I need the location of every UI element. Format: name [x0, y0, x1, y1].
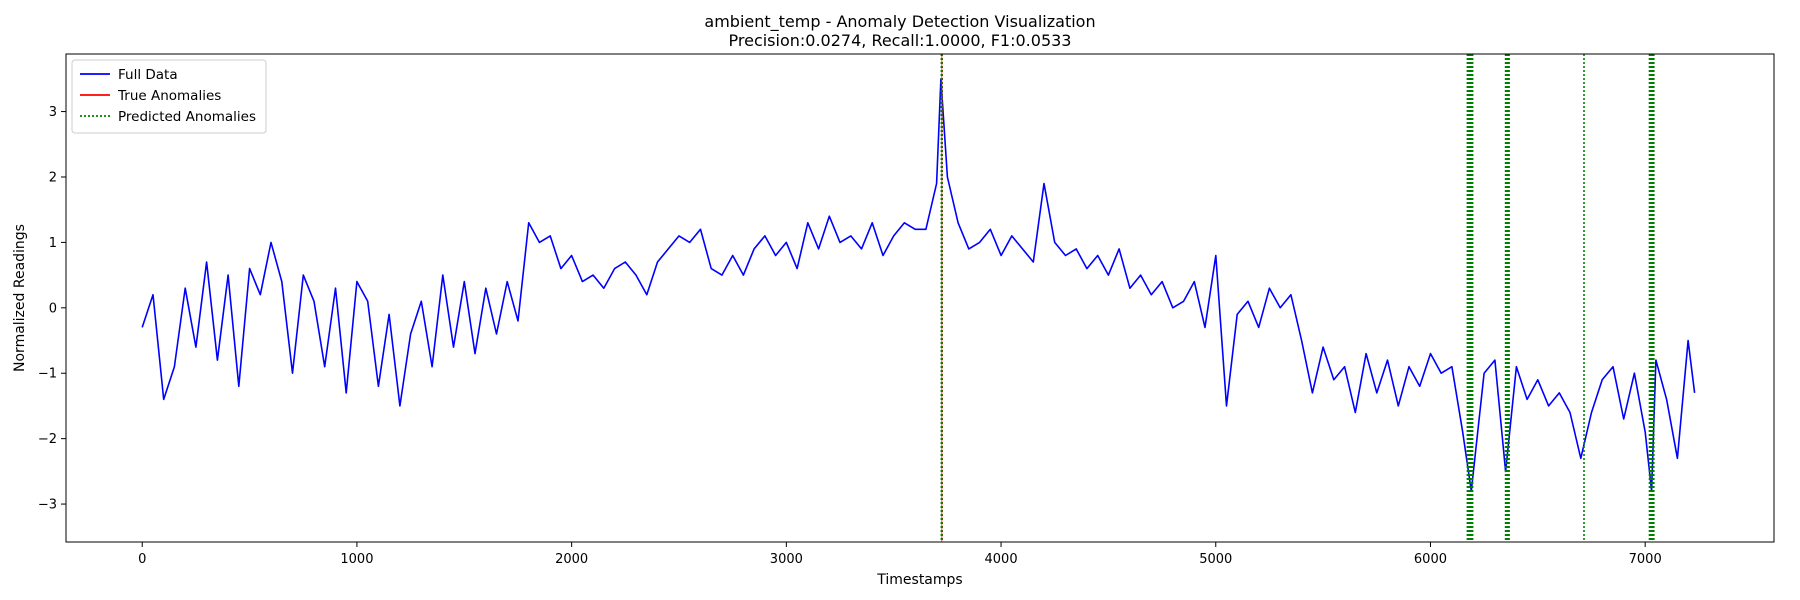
- y-tick-label-2: −1: [38, 367, 57, 382]
- legend-label-2: Predicted Anomalies: [118, 109, 256, 125]
- x-tick-label-3: 3000: [770, 552, 803, 567]
- y-axis: −3 −2 −1 0 1 2 3: [38, 105, 66, 513]
- y-axis-label: Normalized Readings: [12, 224, 28, 372]
- x-tick-label-1: 1000: [340, 552, 373, 567]
- x-tick-label-0: 0: [138, 552, 146, 567]
- x-tick-label-5: 5000: [1199, 552, 1232, 567]
- legend-label-1: True Anomalies: [117, 88, 221, 104]
- chart-title: ambient_temp - Anomaly Detection Visuali…: [704, 12, 1096, 31]
- y-tick-label-6: 3: [49, 105, 57, 120]
- legend-label-0: Full Data: [118, 67, 178, 83]
- x-tick-label-2: 2000: [555, 552, 588, 567]
- y-tick-label-4: 1: [49, 236, 57, 251]
- x-tick-label-6: 6000: [1414, 552, 1447, 567]
- y-tick-label-1: −2: [38, 432, 57, 447]
- x-tick-label-7: 7000: [1629, 552, 1662, 567]
- legend-box: [71, 59, 267, 134]
- y-tick-label-5: 2: [49, 170, 57, 185]
- plot-area: [141, 54, 1696, 542]
- axes-frame: [65, 53, 1775, 543]
- series-line-0: [141, 78, 1696, 492]
- x-axis-label: Timestamps: [876, 572, 962, 588]
- x-tick-label-4: 4000: [985, 552, 1018, 567]
- y-tick-label-3: 0: [49, 301, 57, 316]
- x-axis: 0 1000 2000 3000 4000 5000 6000 7000: [138, 542, 1662, 567]
- y-tick-label-0: −3: [38, 498, 57, 513]
- legend: Full Data True Anomalies Predicted Anomali…: [71, 59, 267, 134]
- chart-subtitle: Precision:0.0274, Recall:1.0000, F1:0.05…: [728, 31, 1072, 50]
